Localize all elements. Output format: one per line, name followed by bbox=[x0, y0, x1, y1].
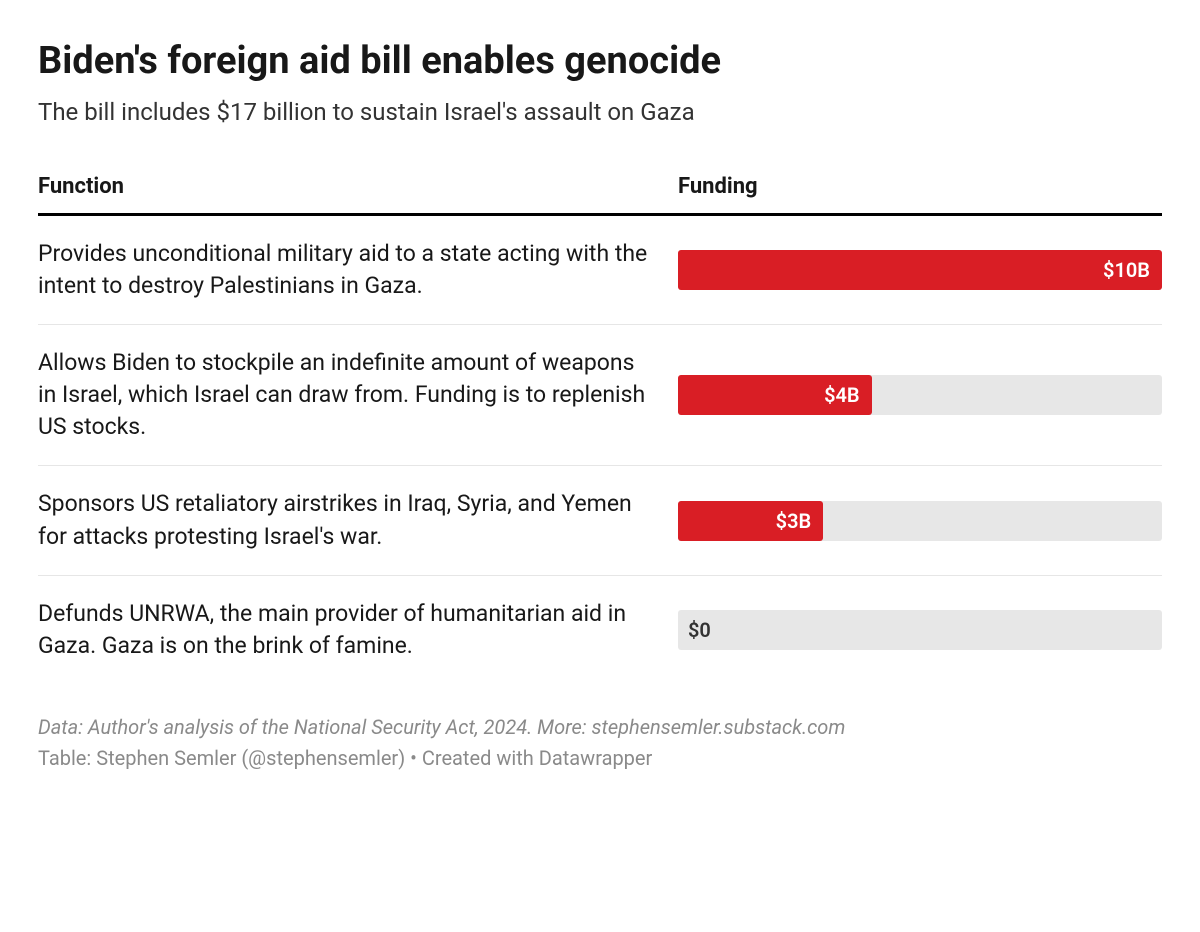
funding-bar-cell: $3B bbox=[678, 501, 1162, 541]
table-header-row: Function Funding bbox=[38, 174, 1162, 216]
function-cell: Provides unconditional military aid to a… bbox=[38, 238, 678, 302]
chart-footer: Data: Author's analysis of the National … bbox=[38, 712, 1162, 774]
footer-source: Data: Author's analysis of the National … bbox=[38, 712, 1162, 743]
col-header-function: Function bbox=[38, 174, 678, 199]
bar-value-label: $3B bbox=[776, 509, 812, 533]
table-row: Sponsors US retaliatory airstrikes in Ir… bbox=[38, 466, 1162, 575]
table-row: Provides unconditional military aid to a… bbox=[38, 216, 1162, 325]
table-row: Defunds UNRWA, the main provider of huma… bbox=[38, 576, 1162, 684]
footer-credit: Table: Stephen Semler (@stephensemler) •… bbox=[38, 743, 1162, 774]
data-table: Function Funding Provides unconditional … bbox=[38, 174, 1162, 685]
function-cell: Defunds UNRWA, the main provider of huma… bbox=[38, 598, 678, 662]
bar-background bbox=[678, 610, 1162, 650]
funding-bar-cell: $0 bbox=[678, 610, 1162, 650]
function-cell: Sponsors US retaliatory airstrikes in Ir… bbox=[38, 488, 678, 552]
chart-title: Biden's foreign aid bill enables genocid… bbox=[38, 38, 1162, 86]
funding-bar-cell: $4B bbox=[678, 375, 1162, 415]
bar-fill bbox=[678, 250, 1162, 290]
bar-value-label: $10B bbox=[1103, 258, 1150, 282]
funding-bar-cell: $10B bbox=[678, 250, 1162, 290]
chart-subtitle: The bill includes $17 billion to sustain… bbox=[38, 98, 1162, 126]
function-cell: Allows Biden to stockpile an indefinite … bbox=[38, 347, 678, 444]
table-row: Allows Biden to stockpile an indefinite … bbox=[38, 325, 1162, 467]
bar-value-label: $4B bbox=[824, 383, 860, 407]
col-header-funding: Funding bbox=[678, 174, 1162, 199]
bar-value-label: $0 bbox=[688, 618, 711, 642]
